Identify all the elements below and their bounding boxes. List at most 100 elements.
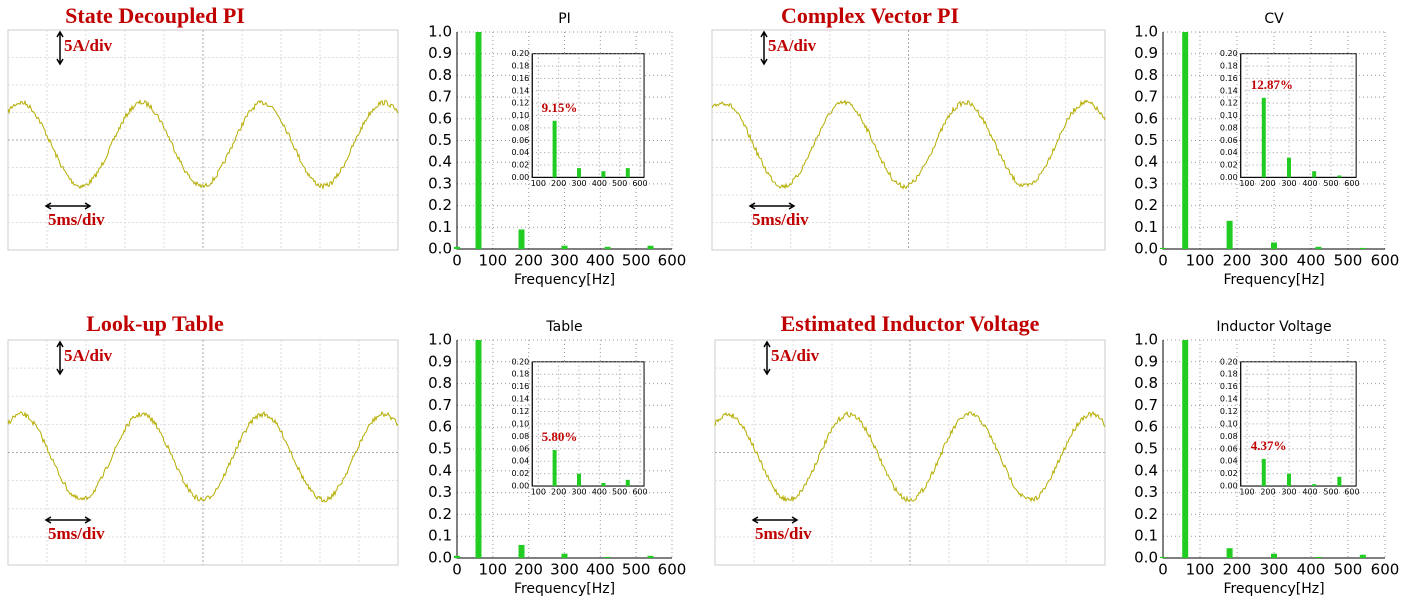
x-tick-label: 500 bbox=[622, 252, 651, 270]
y-tick-label: 0.16 bbox=[1220, 382, 1238, 391]
y-tick-label: 1.0 bbox=[428, 23, 452, 41]
x-tick-label: 500 bbox=[622, 561, 651, 579]
y-tick-label: 0.14 bbox=[1220, 86, 1238, 95]
x-tick-label: 100 bbox=[531, 179, 546, 188]
y-tick-label: 0.1 bbox=[1134, 527, 1158, 545]
y-tick-label: 1.0 bbox=[428, 331, 452, 349]
x-tick-label: 600 bbox=[658, 561, 687, 579]
y-tick-label: 0.0 bbox=[1134, 549, 1158, 567]
x-tick-label: 100 bbox=[1239, 179, 1254, 188]
y-tick-label: 0.02 bbox=[1220, 469, 1238, 478]
bar bbox=[1182, 340, 1188, 558]
y-tick-label: 0.6 bbox=[428, 418, 452, 436]
y-tick-label: 0.4 bbox=[1134, 461, 1158, 479]
annotation: 5.80% bbox=[542, 429, 578, 444]
y-tick-label: 0.00 bbox=[1220, 173, 1238, 182]
x-tick-label: 200 bbox=[551, 179, 566, 188]
y-tick-label: 0.02 bbox=[511, 161, 529, 170]
y-tick-label: 0.1 bbox=[428, 527, 452, 545]
y-tick-label: 0.14 bbox=[1220, 395, 1238, 404]
x-tick-label: 400 bbox=[1302, 488, 1317, 497]
bar bbox=[1271, 242, 1277, 249]
y-tick-label: 0.5 bbox=[1134, 440, 1158, 458]
bar bbox=[1227, 221, 1233, 249]
y-tick-label: 0.8 bbox=[1134, 66, 1158, 84]
bar bbox=[1287, 158, 1291, 178]
y-tick-label: 0.3 bbox=[1134, 174, 1158, 192]
x-tick-label: 200 bbox=[514, 252, 543, 270]
x-tick-label: 600 bbox=[1371, 561, 1400, 579]
y-tick-label: 0.06 bbox=[1220, 444, 1238, 453]
annotation: 9.15% bbox=[542, 100, 578, 115]
y-tick-label: 0.04 bbox=[511, 148, 529, 157]
bar bbox=[519, 545, 525, 558]
x-tick-label: 600 bbox=[1344, 488, 1359, 497]
y-tick-label: 0.16 bbox=[511, 74, 529, 83]
bar bbox=[454, 556, 460, 558]
x-tick-label: 200 bbox=[551, 488, 566, 497]
y-tick-label: 0.10 bbox=[1220, 111, 1238, 120]
x-tick-label: 400 bbox=[586, 561, 615, 579]
y-tick-label: 0.00 bbox=[511, 482, 529, 491]
bar bbox=[626, 168, 630, 177]
y-tick-label: 0.2 bbox=[1134, 196, 1158, 214]
y-tick-label: 0.02 bbox=[511, 469, 529, 478]
x-tick-label: 200 bbox=[1260, 179, 1275, 188]
chart-title: Table bbox=[545, 319, 582, 335]
x-tick-label: 200 bbox=[1223, 561, 1252, 579]
x-tick-label: 500 bbox=[612, 488, 627, 497]
x-tick-label: 300 bbox=[550, 252, 579, 270]
bar bbox=[562, 554, 568, 558]
y-tick-label: 0.06 bbox=[511, 444, 529, 453]
y-tick-label: 0.20 bbox=[511, 49, 529, 58]
y-tick-label: 0.0 bbox=[428, 549, 452, 567]
y-tick-label: 0.5 bbox=[1134, 131, 1158, 149]
y-tick-label: 0.4 bbox=[428, 461, 452, 479]
x-tick-label: 100 bbox=[1239, 488, 1254, 497]
y-tick-label: 0.3 bbox=[428, 174, 452, 192]
bar bbox=[1360, 248, 1366, 249]
x-axis-label: Frequency[Hz] bbox=[514, 272, 615, 288]
bar bbox=[553, 121, 557, 178]
y-tick-label: 0.14 bbox=[511, 86, 529, 95]
y-tick-label: 0.6 bbox=[1134, 418, 1158, 436]
bar bbox=[601, 483, 605, 486]
time-scale: 5ms/div bbox=[48, 524, 105, 543]
y-tick-label: 0.4 bbox=[1134, 153, 1158, 171]
y-tick-label: 0.20 bbox=[511, 357, 529, 366]
y-tick-label: 0.6 bbox=[1134, 109, 1158, 127]
y-tick-label: 0.18 bbox=[1220, 62, 1238, 71]
bar bbox=[1262, 459, 1266, 486]
y-tick-label: 0.3 bbox=[428, 483, 452, 501]
x-tick-label: 600 bbox=[632, 488, 647, 497]
bar bbox=[553, 450, 557, 486]
bar bbox=[1312, 484, 1316, 486]
y-tick-label: 1.0 bbox=[1134, 23, 1158, 41]
x-tick-label: 0 bbox=[1158, 252, 1168, 270]
bar bbox=[577, 168, 581, 177]
x-tick-label: 0 bbox=[452, 252, 462, 270]
x-axis-label: Frequency[Hz] bbox=[1223, 272, 1324, 288]
bar bbox=[476, 32, 482, 249]
y-tick-label: 0.5 bbox=[428, 131, 452, 149]
x-tick-label: 400 bbox=[592, 488, 607, 497]
y-tick-label: 0.9 bbox=[1134, 352, 1158, 370]
bar bbox=[476, 340, 482, 558]
y-tick-label: 0.16 bbox=[1220, 74, 1238, 83]
bar bbox=[1337, 176, 1341, 178]
current-scale: 5A/div bbox=[768, 36, 817, 55]
x-tick-label: 500 bbox=[1334, 561, 1363, 579]
y-tick-label: 0.08 bbox=[1220, 432, 1238, 441]
bar bbox=[1182, 32, 1188, 249]
x-tick-label: 300 bbox=[571, 179, 586, 188]
bar bbox=[648, 556, 654, 558]
bar bbox=[1262, 98, 1266, 178]
y-tick-label: 0.04 bbox=[511, 457, 529, 466]
y-tick-label: 0.0 bbox=[1134, 240, 1158, 258]
y-tick-label: 0.2 bbox=[428, 196, 452, 214]
x-tick-label: 100 bbox=[531, 488, 546, 497]
bar bbox=[1315, 557, 1321, 558]
x-tick-label: 100 bbox=[479, 561, 508, 579]
x-tick-label: 200 bbox=[514, 561, 543, 579]
y-tick-label: 0.3 bbox=[1134, 483, 1158, 501]
